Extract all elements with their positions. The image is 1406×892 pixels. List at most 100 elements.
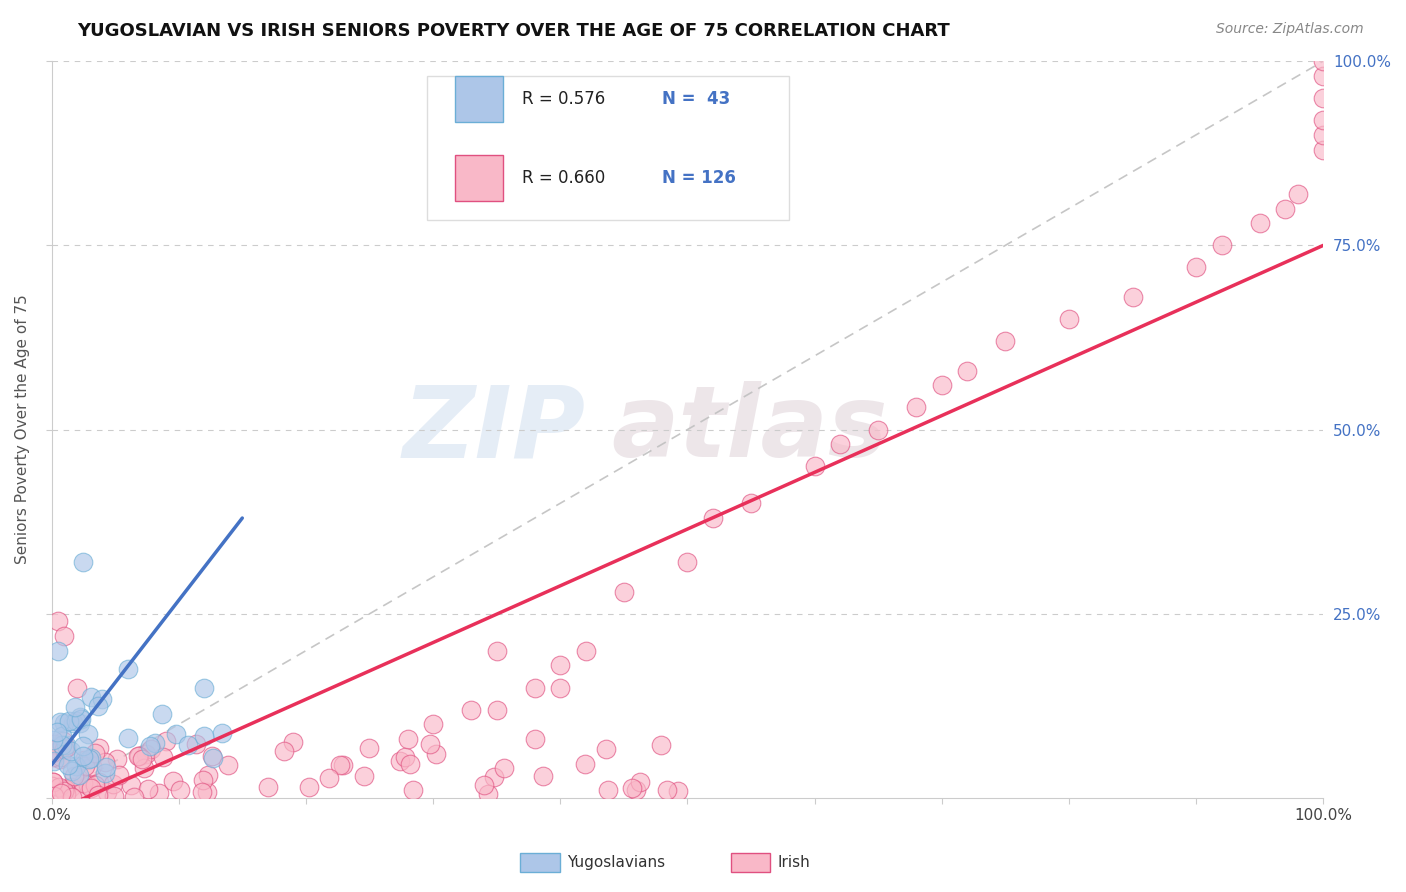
Point — [191, 773, 214, 788]
Point — [621, 780, 644, 795]
Point — [150, 706, 173, 721]
Point — [108, 768, 131, 782]
Point — [42, 737, 65, 751]
Point — [624, 782, 647, 797]
Point — [905, 401, 928, 415]
Point — [460, 703, 482, 717]
Point — [77, 727, 100, 741]
Point — [193, 681, 215, 695]
Point — [72, 776, 94, 790]
Point — [613, 584, 636, 599]
Point — [201, 751, 224, 765]
Point — [195, 785, 218, 799]
Point — [191, 785, 214, 799]
Point — [201, 749, 224, 764]
Point — [485, 703, 508, 717]
Point — [740, 496, 762, 510]
Point — [48, 780, 70, 795]
Point — [75, 759, 97, 773]
Point — [485, 643, 508, 657]
Point — [132, 761, 155, 775]
Point — [596, 783, 619, 797]
Point — [51, 729, 73, 743]
Point — [211, 726, 233, 740]
Point — [1312, 69, 1334, 83]
Point — [523, 681, 546, 695]
Point — [51, 738, 73, 752]
Point — [63, 699, 86, 714]
Point — [41, 750, 63, 764]
Point — [41, 743, 63, 757]
Text: YUGOSLAVIAN VS IRISH SENIORS POVERTY OVER THE AGE OF 75 CORRELATION CHART: YUGOSLAVIAN VS IRISH SENIORS POVERTY OVE… — [77, 22, 950, 40]
Point — [56, 757, 79, 772]
Point — [103, 777, 125, 791]
Point — [197, 768, 219, 782]
Point — [152, 750, 174, 764]
Point — [69, 716, 91, 731]
Point — [59, 780, 82, 794]
Point — [169, 783, 191, 797]
Point — [1274, 202, 1296, 216]
Point — [994, 334, 1017, 348]
Point — [394, 750, 416, 764]
Point — [87, 699, 110, 714]
Point — [273, 744, 295, 758]
Point — [1211, 238, 1233, 252]
Point — [548, 658, 571, 673]
Point — [1312, 91, 1334, 105]
FancyBboxPatch shape — [454, 155, 503, 202]
Point — [117, 662, 139, 676]
Point — [472, 778, 495, 792]
Point — [676, 555, 699, 569]
Point — [83, 747, 105, 761]
Text: atlas: atlas — [612, 381, 887, 478]
Point — [91, 692, 114, 706]
Point — [1286, 186, 1309, 201]
Text: R = 0.576: R = 0.576 — [522, 90, 606, 108]
Point — [666, 784, 689, 798]
Text: ZIP: ZIP — [402, 381, 586, 478]
Text: N =  43: N = 43 — [662, 90, 730, 108]
Point — [131, 751, 153, 765]
Point — [66, 681, 89, 695]
Text: Source: ZipAtlas.com: Source: ZipAtlas.com — [1216, 22, 1364, 37]
Point — [1312, 128, 1334, 142]
Point — [655, 782, 678, 797]
Point — [49, 714, 72, 729]
Point — [148, 786, 170, 800]
Point — [332, 758, 354, 772]
Point — [45, 725, 67, 739]
Point — [72, 555, 94, 569]
Point — [396, 732, 419, 747]
Point — [70, 786, 93, 800]
Point — [524, 732, 547, 747]
Point — [67, 768, 90, 782]
Point — [477, 787, 499, 801]
Point — [53, 629, 76, 643]
Text: R = 0.660: R = 0.660 — [522, 169, 606, 187]
Point — [931, 378, 953, 392]
Point — [143, 736, 166, 750]
Point — [868, 423, 890, 437]
FancyBboxPatch shape — [426, 76, 789, 219]
Point — [77, 752, 100, 766]
Point — [177, 738, 200, 752]
Point — [155, 734, 177, 748]
Point — [94, 760, 117, 774]
Point — [80, 750, 103, 764]
Point — [389, 755, 412, 769]
Point — [353, 769, 375, 783]
Y-axis label: Seniors Poverty Over the Age of 75: Seniors Poverty Over the Age of 75 — [15, 294, 30, 565]
Point — [329, 757, 352, 772]
Point — [87, 788, 110, 802]
Point — [41, 746, 63, 760]
Point — [162, 774, 184, 789]
Point — [42, 789, 65, 803]
Point — [1121, 290, 1143, 304]
Point — [89, 741, 111, 756]
Point — [1249, 216, 1271, 230]
Point — [60, 764, 83, 779]
Point — [73, 753, 96, 767]
Point — [127, 748, 149, 763]
Point — [120, 778, 142, 792]
